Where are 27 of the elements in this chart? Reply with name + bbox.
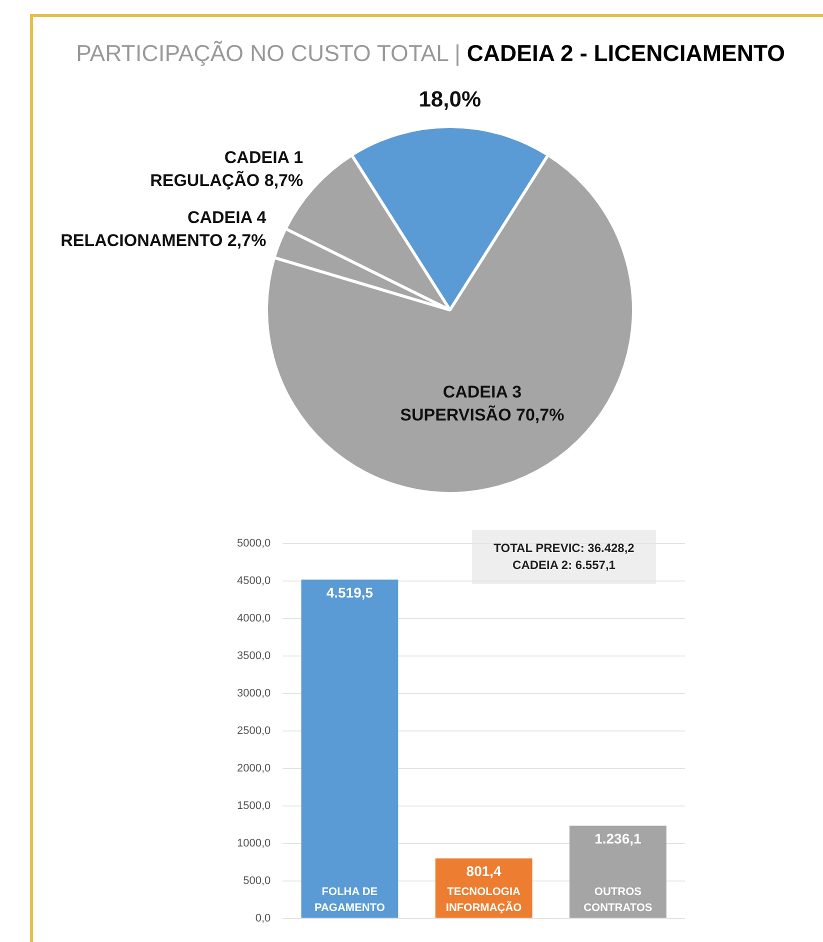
data-label: 801,4	[466, 863, 502, 880]
slice-label: CADEIA 1 REGULAÇÃO 8,7%	[150, 148, 304, 190]
chart-title: PARTICIPAÇÃO NO CUSTO TOTAL |	[76, 40, 460, 66]
slice-label: CADEIA 4 RELACIONAMENTO 2,7%	[60, 208, 267, 250]
y-tick-label: 1000,0	[236, 837, 271, 850]
y-tick-label: 3000,0	[236, 688, 271, 700]
y-tick-label: 2500,0	[236, 725, 271, 738]
slice-label: CADEIA 3 SUPERVISÃO 70,7%	[400, 382, 564, 425]
y-tick-label: 4500,0	[236, 575, 271, 588]
y-tick-label: 0,0	[255, 912, 271, 924]
y-tick-label: 1500,0	[236, 800, 271, 812]
data-label: 1.236,1	[594, 830, 642, 847]
category-label: OUTROS CONTRATOS	[584, 886, 652, 914]
bar	[569, 826, 666, 918]
y-tick-label: 4000,0	[236, 612, 271, 625]
y-tick-label: 2000,0	[236, 762, 271, 775]
data-label: 4.519,5	[326, 584, 374, 600]
category-label: TECNOLOGIA INFORMAÇÃO	[446, 886, 522, 914]
y-tick-label: 3500,0	[236, 650, 271, 662]
y-tick-label: 5000,0	[236, 538, 271, 550]
y-tick-label: 500,0	[243, 874, 271, 887]
category-label: FOLHA DE PAGAMENTO	[314, 886, 385, 914]
annotation: TOTAL PREVIC: 36.428,2	[494, 541, 634, 555]
chart-subtitle: CADEIA 2 - LICENCIAMENTO	[466, 40, 785, 66]
bar	[301, 580, 398, 918]
data-label: 18,0%	[418, 86, 482, 112]
annotation: CADEIA 2: 6.557,1	[512, 558, 616, 572]
